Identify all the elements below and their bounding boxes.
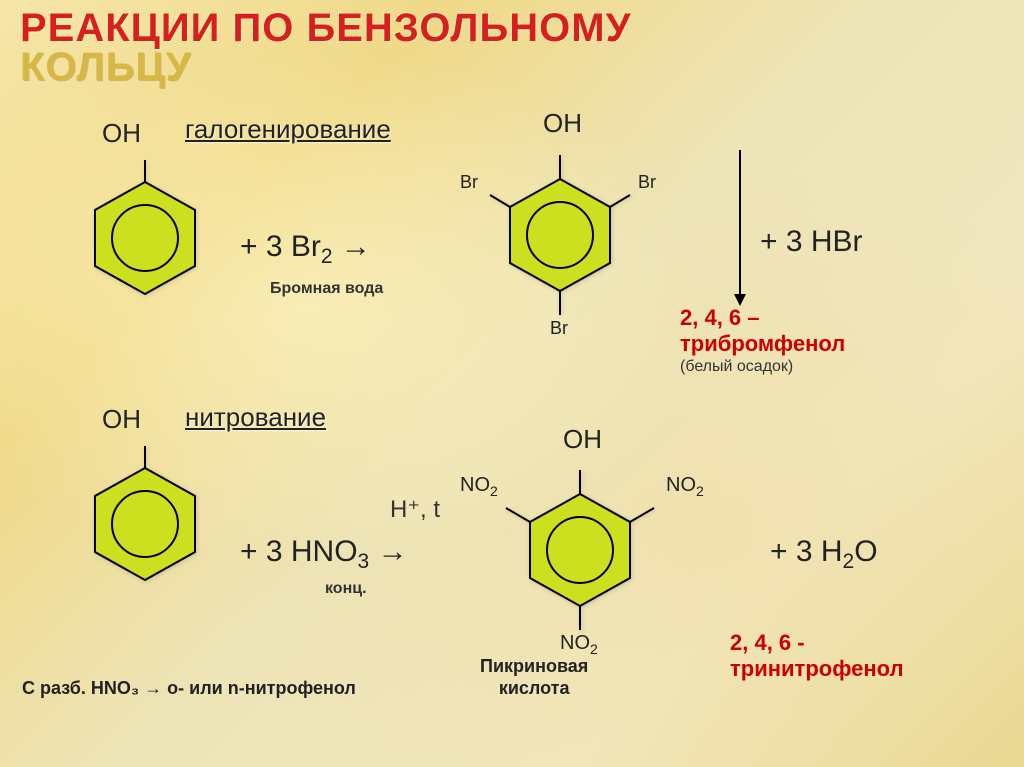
nitration-label: нитрование (185, 402, 326, 433)
reagent-1-note: Бромная вода (270, 280, 383, 298)
no2-p: NO2 (560, 632, 598, 657)
reagent-2-note: конц. (325, 580, 367, 598)
oh-label-2: OH (102, 404, 141, 435)
byproduct-2: + 3 H2O (770, 535, 878, 574)
oh-label-prod2: OH (563, 424, 602, 455)
byproduct-2-sub: 2 (843, 550, 855, 573)
product-note-1: (белый осадок) (680, 358, 793, 376)
slide-title: РЕАКЦИИ ПО БЕНЗОЛЬНОМУ КОЛЬЦУ (20, 6, 631, 90)
br-p: Br (550, 318, 568, 339)
nitration-cond: H⁺, t (390, 495, 440, 524)
reagent-2-arrow: → (378, 535, 408, 568)
oh-label-1: OH (102, 118, 141, 149)
reagent-2-sub: 3 (358, 550, 370, 573)
byproduct-2-a: + 3 H (770, 535, 843, 568)
reagent-1: + 3 Br2 → (240, 230, 371, 269)
reagent-1-text: + 3 Br (240, 230, 321, 263)
down-arrow-icon (730, 148, 750, 308)
reagent-2-text: + 3 HNO (240, 535, 358, 568)
title-line-2: КОЛЬЦУ (20, 45, 631, 90)
reagent-2: + 3 HNO3 → (240, 535, 408, 574)
no2-o2: NO2 (666, 474, 704, 499)
product-name-2: 2, 4, 6 - тринитрофенол (730, 630, 904, 683)
reagent-1-arrow: → (341, 230, 371, 263)
phenol-ring-2 (80, 446, 210, 596)
product-name-1: 2, 4, 6 – трибромфенол (680, 305, 845, 358)
oh-label-prod1: OH (543, 108, 582, 139)
footnote: С разб. HNO₃ → о- или n-нитрофенол (22, 678, 356, 699)
br-o1: Br (460, 172, 478, 193)
phenol-ring-1 (80, 160, 210, 310)
halogenation-label: галогенирование (185, 114, 391, 145)
reagent-1-sub: 2 (321, 245, 333, 268)
br-o2: Br (638, 172, 656, 193)
no2-o1: NO2 (460, 474, 498, 499)
byproduct-1: + 3 HBr (760, 225, 863, 259)
picric-acid-label: Пикриновая кислота (480, 656, 588, 699)
byproduct-2-b: O (854, 535, 877, 568)
